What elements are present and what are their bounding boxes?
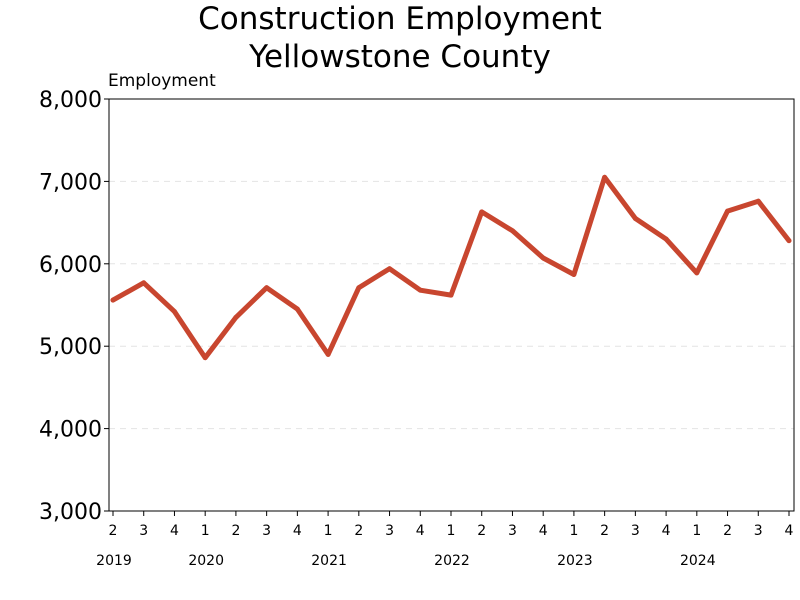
data-point [694,270,700,276]
data-point [510,228,515,234]
x-tick-label-quarter: 2 [477,523,486,539]
y-tick-label: 4,000 [39,418,102,443]
data-point [264,285,270,291]
y-tick-label: 6,000 [39,253,102,278]
x-tick-label-quarter: 2 [354,523,363,539]
x-tick-label-quarter: 4 [293,523,302,539]
data-point [417,287,423,293]
x-tick-label-quarter: 4 [539,523,548,539]
x-axis-ticks: 2 3 4 1 2 3 4 1 2 3 4 1 2 3 4 1 2 3 4 1 2 3 4 2019 2020 2021 2022 2… [96,511,794,569]
y-axis-label: Employment [108,71,216,91]
chart-title-line-2: Yellowstone County [249,39,551,75]
x-tick-label-year: 2022 [434,553,470,569]
data-point [448,292,454,298]
y-tick-label: 5,000 [39,335,102,360]
y-tick-label: 8,000 [39,88,102,113]
x-tick-label-quarter: 1 [569,523,578,539]
plot-frame [108,98,795,512]
x-tick-label-quarter: 4 [416,523,425,539]
x-tick-label-quarter: 4 [785,523,794,539]
x-tick-label-quarter: 3 [631,523,640,539]
data-point [356,285,362,291]
x-tick-label-quarter: 4 [662,523,671,539]
x-tick-label-quarter: 3 [262,523,271,539]
x-tick-label-quarter: 1 [324,523,333,539]
x-tick-label-quarter: 2 [600,523,609,539]
data-point [325,352,331,357]
data-point [571,272,577,277]
data-point [755,198,761,204]
data-point [663,236,669,242]
data-point [786,238,792,244]
y-tick-label: 3,000 [39,500,102,525]
data-point [479,209,485,215]
x-tick-label-year: 2020 [188,553,224,569]
series-line [110,174,792,361]
data-point [294,306,300,312]
data-point [632,216,638,221]
x-tick-label-year: 2019 [96,553,132,569]
gridlines [109,180,794,430]
data-point [110,297,116,303]
data-point [602,174,608,180]
data-point [387,266,392,272]
x-tick-label-quarter: 3 [139,523,148,539]
x-tick-label-quarter: 3 [385,523,394,539]
x-tick-label-quarter: 1 [447,523,456,539]
data-point [141,280,147,286]
x-tick-label-year: 2024 [680,553,716,569]
data-point [725,208,730,214]
y-axis-ticks: 3,000 4,000 5,000 6,000 7,000 8,000 [39,88,109,525]
data-point [540,255,546,261]
data-point [233,314,239,320]
x-tick-label-quarter: 3 [754,523,763,539]
x-tick-label-quarter: 4 [170,523,179,539]
y-tick-label: 7,000 [39,170,102,195]
series-lines [110,174,792,361]
x-tick-label-quarter: 1 [201,523,210,539]
data-point [202,355,208,361]
chart-title-line-1: Construction Employment [198,1,602,37]
x-tick-label-quarter: 2 [231,523,240,539]
x-tick-label-quarter: 3 [508,523,517,539]
x-tick-label-year: 2021 [311,553,347,569]
x-tick-label-quarter: 1 [692,523,701,539]
x-tick-label-year: 2023 [557,553,593,569]
x-tick-label-quarter: 2 [723,523,732,539]
x-tick-label-quarter: 2 [109,523,118,539]
data-point [172,309,177,314]
